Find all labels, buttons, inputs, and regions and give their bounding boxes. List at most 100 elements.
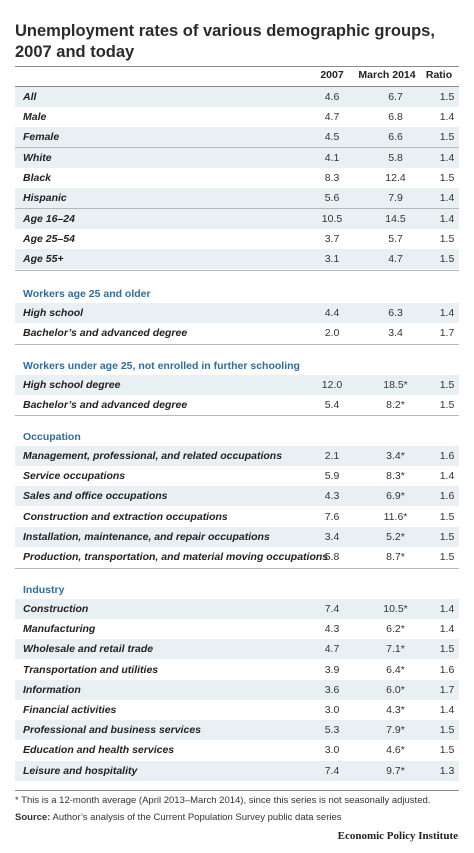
- group-divider: [15, 147, 459, 148]
- table-row: Sales and office occupations 4.3 6.9* 1.6: [15, 486, 459, 507]
- cell-march-2014: 18.5*: [383, 379, 408, 391]
- source-label: Source:: [15, 812, 51, 823]
- row-label: Installation, maintenance, and repair oc…: [23, 530, 270, 543]
- row-label: White: [23, 152, 52, 164]
- cell-ratio: 1.5: [439, 379, 455, 391]
- cell-march-2014: 14.5: [385, 213, 406, 225]
- row-label: Black: [23, 172, 52, 185]
- cell-ratio: 1.5: [439, 131, 455, 144]
- cell-march-2014: 8.3*: [386, 470, 405, 483]
- cell-2007: 12.0: [321, 379, 343, 391]
- cell-march-2014: 6.4*: [386, 663, 405, 676]
- cell-ratio: 1.6: [439, 490, 455, 503]
- row-label: All: [23, 91, 37, 103]
- cell-ratio: 1.5: [439, 399, 455, 412]
- row-label: Wholesale and retail trade: [23, 643, 154, 656]
- table-row: Bachelor’s and advanced degree 5.4 8.2* 1.5: [15, 395, 459, 415]
- column-header-2007: 2007: [320, 69, 344, 81]
- cell-march-2014: 4.6*: [386, 744, 405, 757]
- row-label: Service occupations: [23, 470, 126, 483]
- cell-2007: 8.3: [324, 172, 340, 185]
- cell-march-2014: 6.9*: [386, 490, 405, 503]
- cell-2007: 7.4: [324, 603, 340, 615]
- table-row: Bachelor’s and advanced degree 2.0 3.4 1.7: [15, 323, 459, 343]
- cell-ratio: 1.5: [439, 172, 455, 185]
- cell-2007: 3.0: [324, 744, 340, 757]
- cell-march-2014: 10.5*: [383, 603, 408, 615]
- group-divider: [15, 568, 459, 569]
- cell-ratio: 1.4: [439, 111, 455, 124]
- cell-2007: 4.5: [324, 131, 340, 144]
- table-row: High school degree 12.0 18.5* 1.5: [15, 375, 459, 395]
- cell-2007: 3.6: [324, 683, 340, 696]
- source-line: Source: Author’s analysis of the Current…: [15, 812, 342, 823]
- section-heading: Industry: [23, 584, 65, 596]
- cell-2007: 4.3: [324, 490, 340, 503]
- row-label: Bachelor’s and advanced degree: [23, 327, 188, 340]
- cell-2007: 4.1: [324, 152, 340, 164]
- cell-march-2014: 4.3*: [386, 704, 405, 716]
- cell-ratio: 1.4: [439, 623, 455, 636]
- cell-march-2014: 6.7: [388, 91, 403, 103]
- cell-2007: 3.4: [324, 530, 340, 543]
- table-row: Age 25–54 3.7 5.7 1.5: [15, 229, 459, 249]
- cell-march-2014: 6.3: [388, 307, 403, 319]
- cell-ratio: 1.4: [439, 307, 455, 319]
- column-header-march-2014: March 2014: [358, 69, 416, 81]
- table-row: Female 4.5 6.6 1.5: [15, 127, 459, 148]
- cell-ratio: 1.4: [439, 152, 455, 164]
- table-row: Hispanic 5.6 7.9 1.4: [15, 188, 459, 209]
- table-row: Information 3.6 6.0* 1.7: [15, 679, 459, 700]
- table-row: Age 16–24 10.5 14.5 1.4: [15, 209, 459, 229]
- cell-2007: 5.4: [324, 399, 340, 412]
- footnote: * This is a 12-month average (April 2013…: [15, 795, 431, 806]
- row-label: Age 16–24: [23, 213, 75, 225]
- row-label: Construction and extraction occupations: [23, 510, 228, 523]
- cell-march-2014: 8.7*: [386, 551, 405, 563]
- table-row: Management, professional, and related oc…: [15, 446, 459, 466]
- row-label: Bachelor’s and advanced degree: [23, 399, 188, 412]
- table-row: Financial activities 3.0 4.3* 1.4: [15, 700, 459, 720]
- group-divider: [15, 344, 459, 345]
- table-row: Installation, maintenance, and repair oc…: [15, 526, 459, 547]
- table-row: Black 8.3 12.4 1.5: [15, 168, 459, 188]
- table-row: Manufacturing 4.3 6.2* 1.4: [15, 619, 459, 639]
- publisher-logo: Economic Policy Institute: [337, 830, 458, 842]
- cell-march-2014: 6.8: [388, 111, 403, 124]
- row-label: Age 55+: [23, 253, 64, 266]
- row-label: Sales and office occupations: [23, 490, 168, 503]
- cell-march-2014: 6.6: [388, 131, 403, 144]
- row-label: Female: [23, 131, 60, 144]
- table-row: Education and health services 3.0 4.6* 1.5: [15, 740, 459, 760]
- cell-march-2014: 5.2*: [386, 530, 405, 543]
- row-label: Leisure and hospitality: [23, 764, 138, 777]
- cell-march-2014: 3.4: [388, 327, 403, 340]
- table-row: White 4.1 5.8 1.4: [15, 148, 459, 168]
- cell-ratio: 1.4: [439, 192, 455, 205]
- table-row: Age 55+ 3.1 4.7 1.5: [15, 249, 459, 270]
- cell-2007: 4.4: [324, 307, 340, 319]
- cell-march-2014: 6.0*: [386, 683, 405, 696]
- column-header-ratio: Ratio: [425, 69, 453, 81]
- table-row: Professional and business services 5.3 7.9…: [15, 720, 459, 741]
- row-label: Construction: [23, 603, 89, 615]
- group-divider: [15, 86, 459, 87]
- cell-2007: 3.7: [324, 233, 340, 246]
- row-label: Information: [23, 683, 81, 696]
- row-label: Professional and business services: [23, 724, 201, 737]
- cell-ratio: 1.3: [439, 764, 455, 777]
- cell-ratio: 1.5: [439, 643, 455, 656]
- row-label: Education and health services: [23, 744, 175, 757]
- cell-ratio: 1.5: [439, 253, 455, 266]
- cell-2007: 2.0: [324, 327, 340, 340]
- group-divider: [15, 270, 459, 271]
- cell-march-2014: 6.2*: [386, 623, 405, 636]
- cell-ratio: 1.4: [439, 603, 455, 615]
- table-row: Construction 7.4 10.5* 1.4: [15, 599, 459, 619]
- section-heading: Workers under age 25, not enrolled in fu…: [23, 360, 300, 372]
- table-row: Construction and extraction occupations 7…: [15, 507, 459, 527]
- section-heading: Occupation: [23, 431, 81, 443]
- cell-2007: 5.9: [324, 470, 340, 483]
- cell-2007: 3.9: [324, 663, 340, 676]
